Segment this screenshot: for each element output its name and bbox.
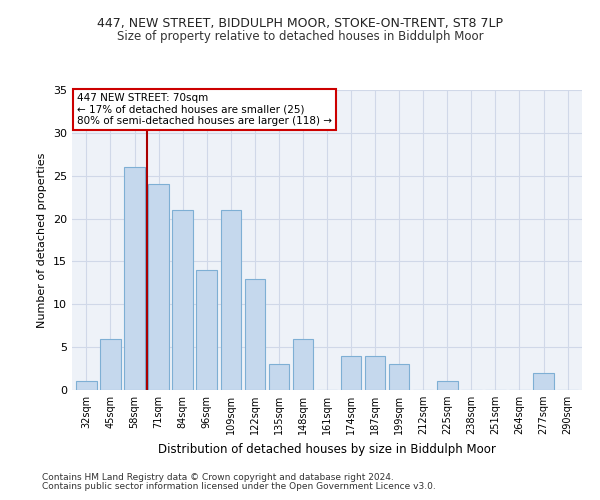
Bar <box>100 338 121 390</box>
Bar <box>365 356 385 390</box>
Bar <box>533 373 554 390</box>
Bar <box>341 356 361 390</box>
Bar <box>221 210 241 390</box>
Bar <box>389 364 409 390</box>
Text: Contains HM Land Registry data © Crown copyright and database right 2024.: Contains HM Land Registry data © Crown c… <box>42 474 394 482</box>
Bar <box>437 382 458 390</box>
Text: 447 NEW STREET: 70sqm
← 17% of detached houses are smaller (25)
80% of semi-deta: 447 NEW STREET: 70sqm ← 17% of detached … <box>77 93 332 126</box>
Text: Size of property relative to detached houses in Biddulph Moor: Size of property relative to detached ho… <box>116 30 484 43</box>
Y-axis label: Number of detached properties: Number of detached properties <box>37 152 47 328</box>
Bar <box>148 184 169 390</box>
Bar <box>76 382 97 390</box>
Bar <box>172 210 193 390</box>
Bar <box>245 278 265 390</box>
Text: Contains public sector information licensed under the Open Government Licence v3: Contains public sector information licen… <box>42 482 436 491</box>
Bar <box>293 338 313 390</box>
Bar <box>269 364 289 390</box>
Text: 447, NEW STREET, BIDDULPH MOOR, STOKE-ON-TRENT, ST8 7LP: 447, NEW STREET, BIDDULPH MOOR, STOKE-ON… <box>97 18 503 30</box>
Bar <box>196 270 217 390</box>
Bar <box>124 167 145 390</box>
X-axis label: Distribution of detached houses by size in Biddulph Moor: Distribution of detached houses by size … <box>158 442 496 456</box>
